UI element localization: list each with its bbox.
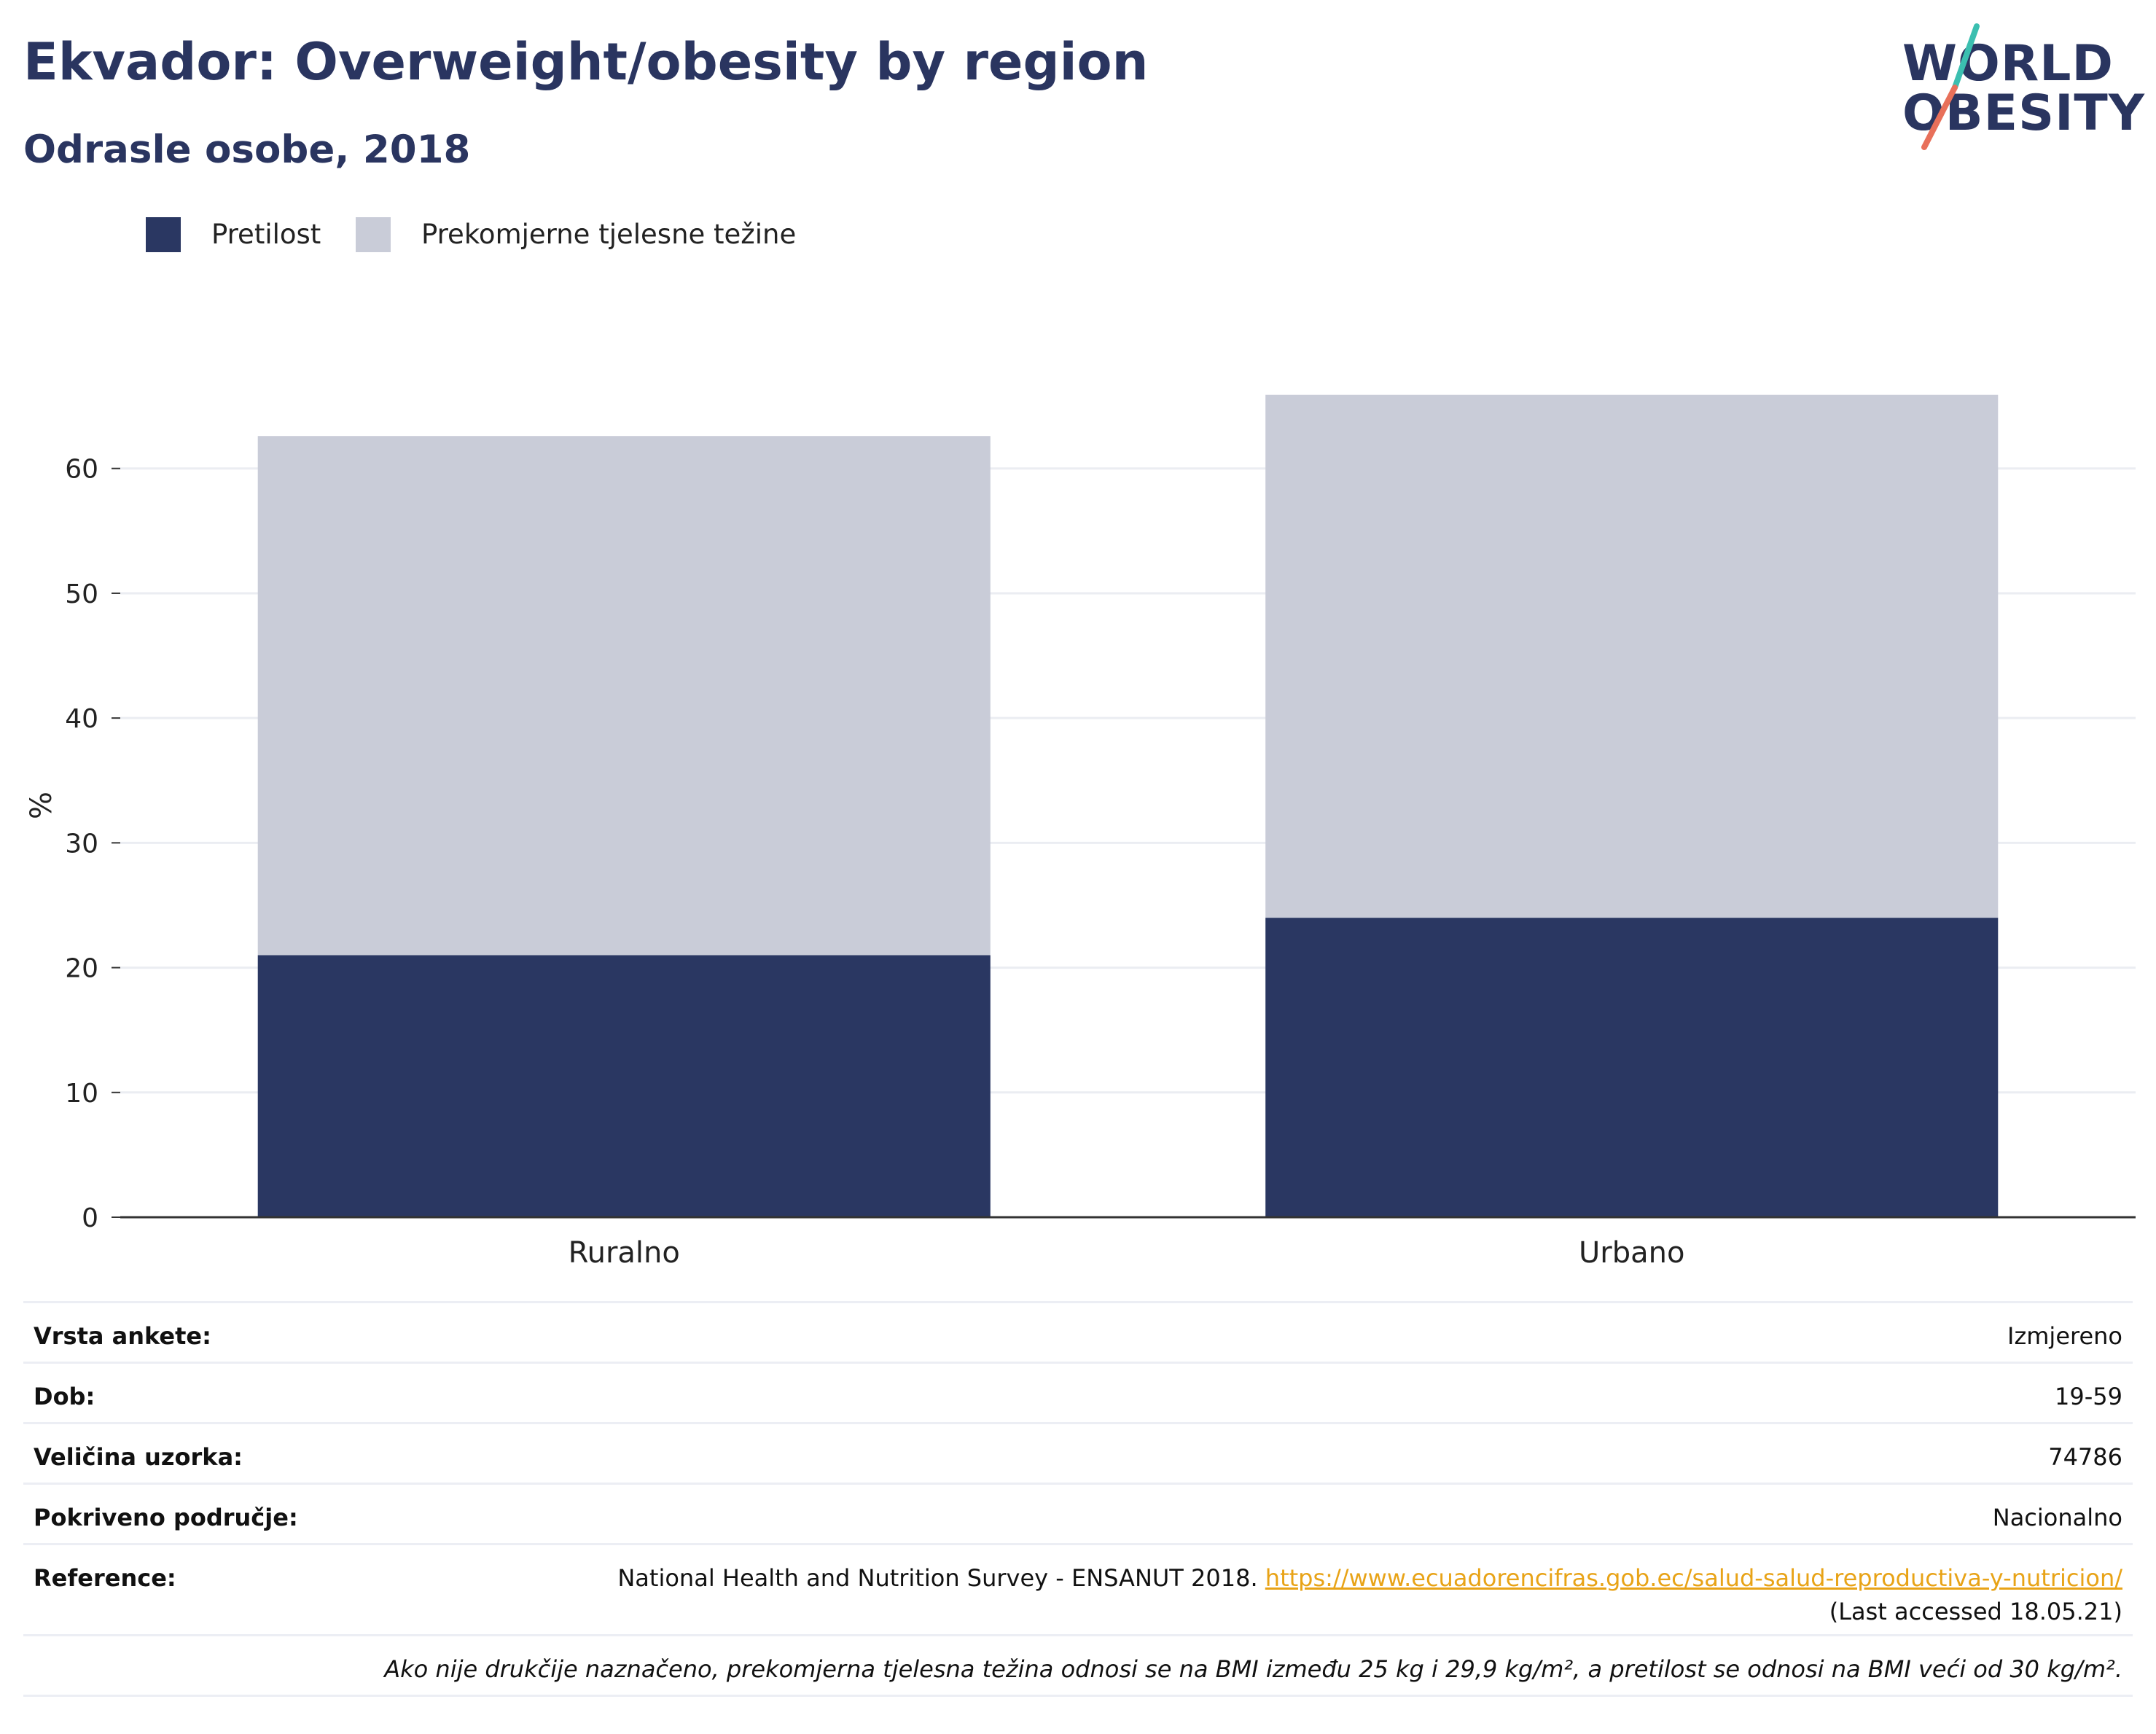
reference-text: National Health and Nutrition Survey - E…: [617, 1564, 1258, 1592]
bar-ruralno-series-1: [257, 436, 991, 956]
info-key: Vrsta ankete:: [34, 1322, 211, 1350]
chart-title: Ekvador: Overweight/obesity by region: [23, 32, 1149, 92]
y-tick-label: 20: [65, 954, 98, 984]
survey-info-table: Vrsta ankete: Izmjereno Dob: 19-59 Velič…: [23, 1301, 2133, 1697]
x-category-label: Ruralno: [569, 1236, 680, 1270]
info-key: Reference:: [34, 1564, 176, 1592]
legend-label-overweight: Prekomjerne tjelesne težine: [421, 219, 797, 250]
logo-line-1: WORLD: [1902, 35, 2114, 93]
info-value: Izmjereno: [2007, 1322, 2122, 1350]
info-row-coverage: Pokriveno područje: Nacionalno: [23, 1483, 2133, 1543]
chart-subtitle: Odrasle osobe, 2018: [23, 128, 471, 172]
bmi-definition-note: Ako nije drukčije naznačeno, prekomjerna…: [384, 1655, 2122, 1683]
y-tick-label: 50: [65, 579, 98, 609]
legend-swatch-overweight: [356, 217, 391, 252]
info-value: Nacionalno: [1992, 1504, 2122, 1531]
info-value: 74786: [2048, 1443, 2122, 1471]
y-tick-label: 30: [65, 829, 98, 859]
info-key: Pokriveno područje:: [34, 1504, 298, 1531]
info-value: 19-59: [2055, 1383, 2122, 1410]
reference-accessed: (Last accessed 18.05.21): [1829, 1598, 2122, 1625]
stacked-bar-chart: 0 10 20 30 40 50 60% Ruralno Urbano: [25, 394, 2136, 1270]
reference-link[interactable]: https://www.ecuadorencifras.gob.ec/salud…: [1265, 1564, 2122, 1592]
info-row-survey-type: Vrsta ankete: Izmjereno: [23, 1301, 2133, 1362]
world-obesity-logo: WORLD OBESITY: [1902, 22, 2144, 153]
info-row-sample-size: Veličina uzorka: 74786: [23, 1422, 2133, 1483]
y-tick-label: 40: [65, 704, 98, 734]
info-key: Dob:: [34, 1383, 95, 1410]
legend-label-pretilost: Pretilost: [211, 219, 321, 250]
bar-urbano-series-0: [1265, 918, 1999, 1217]
bar-urbano-series-1: [1265, 394, 1999, 918]
y-tick-label: 0: [82, 1203, 98, 1233]
info-key: Veličina uzorka:: [34, 1443, 243, 1471]
info-row-reference: Reference: National Health and Nutrition…: [23, 1543, 2133, 1634]
y-axis-title: %: [25, 792, 58, 819]
info-row-note: Ako nije drukčije naznačeno, prekomjerna…: [23, 1634, 2133, 1697]
reference-value: National Health and Nutrition Survey - E…: [617, 1564, 2122, 1625]
legend-swatch-pretilost: [146, 217, 181, 252]
info-row-age: Dob: 19-59: [23, 1362, 2133, 1422]
x-category-label: Urbano: [1579, 1236, 1684, 1270]
y-tick-label: 10: [65, 1079, 98, 1109]
bar-ruralno-series-0: [257, 955, 991, 1217]
y-tick-label: 60: [65, 455, 98, 485]
logo-slash-icon: [1921, 23, 1980, 150]
